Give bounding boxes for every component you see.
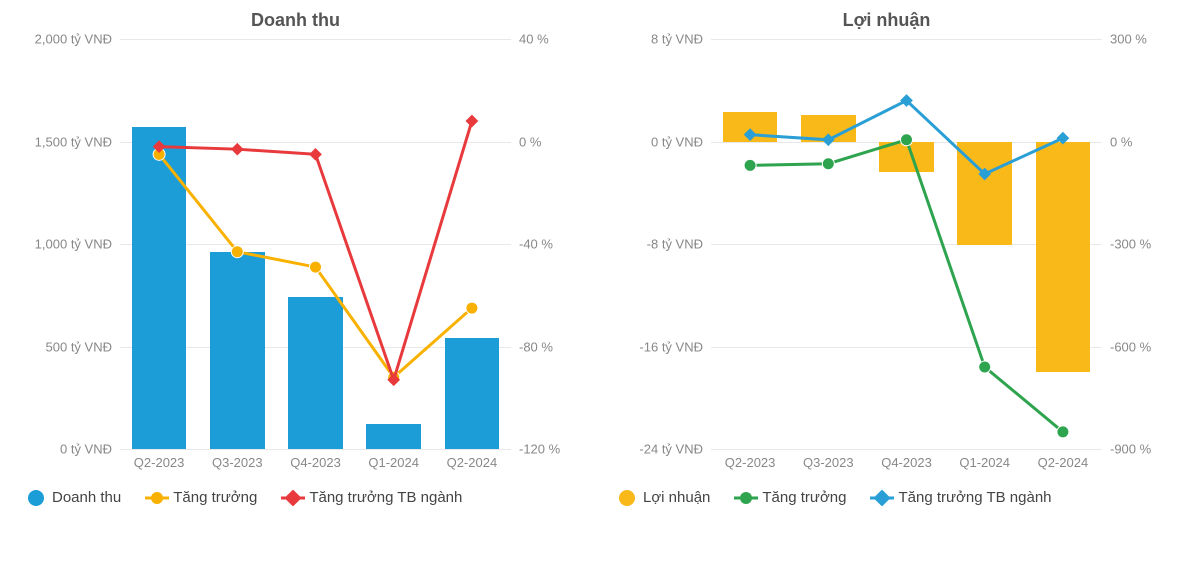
legend-line: Tăng trưởng TB ngành xyxy=(874,489,1051,506)
legend-swatch-line xyxy=(874,490,890,506)
line-marker-diamond xyxy=(231,143,244,156)
line-marker-circle xyxy=(1057,426,1069,438)
y-right-tick-label: -900 % xyxy=(1102,442,1151,457)
y-left-tick-label: 0 tỷ VNĐ xyxy=(60,442,120,457)
revenue-plot-area: 0 tỷ VNĐ-120 %500 tỷ VNĐ-80 %1,000 tỷ VN… xyxy=(120,39,511,449)
revenue-chart-title: Doanh thu xyxy=(20,10,571,31)
x-tick-label: Q4-2023 xyxy=(881,455,932,470)
legend-swatch-circle xyxy=(619,490,635,506)
x-tick-label: Q3-2023 xyxy=(212,455,263,470)
legend-line: Tăng trưởng TB ngành xyxy=(285,489,462,506)
legend-label: Lợi nhuận xyxy=(643,489,710,506)
x-tick-label: Q3-2023 xyxy=(803,455,854,470)
profit-chart-panel: Lợi nhuận -24 tỷ VNĐ-900 %-16 tỷ VNĐ-600… xyxy=(591,0,1182,573)
line-marker-circle xyxy=(822,158,834,170)
y-right-tick-label: -80 % xyxy=(511,339,553,354)
profit-x-labels: Q2-2023 Q3-2023 Q4-2023 Q1-2024 Q2-2024 xyxy=(711,449,1102,471)
y-right-tick-label: -40 % xyxy=(511,237,553,252)
line-marker-diamond xyxy=(744,128,757,141)
x-tick-label: Q1-2024 xyxy=(368,455,419,470)
legend-swatch-line xyxy=(285,490,301,506)
y-left-tick-label: 2,000 tỷ VNĐ xyxy=(35,32,120,47)
line-marker-diamond xyxy=(466,115,479,128)
legend-label: Tăng trưởng TB ngành xyxy=(309,489,462,506)
line-marker-circle xyxy=(744,159,756,171)
legend-swatch-circle xyxy=(28,490,44,506)
x-tick-label: Q2-2023 xyxy=(725,455,776,470)
legend-label: Doanh thu xyxy=(52,489,121,506)
revenue-x-labels: Q2-2023 Q3-2023 Q4-2023 Q1-2024 Q2-2024 xyxy=(120,449,511,471)
y-left-tick-label: 0 tỷ VNĐ xyxy=(651,134,711,149)
legend-bar: Doanh thu xyxy=(28,489,121,506)
y-left-tick-label: 1,000 tỷ VNĐ xyxy=(35,237,120,252)
legend-swatch-line xyxy=(149,490,165,506)
line-marker-circle xyxy=(231,246,243,258)
y-right-tick-label: -120 % xyxy=(511,442,560,457)
y-left-tick-label: -16 tỷ VNĐ xyxy=(639,339,711,354)
x-tick-label: Q2-2023 xyxy=(134,455,185,470)
revenue-chart-panel: Doanh thu 0 tỷ VNĐ-120 %500 tỷ VNĐ-80 %1… xyxy=(0,0,591,573)
profit-legend: Lợi nhuận Tăng trưởng Tăng trưởng TB ngành xyxy=(619,489,1162,506)
y-right-tick-label: -300 % xyxy=(1102,237,1151,252)
x-tick-label: Q1-2024 xyxy=(959,455,1010,470)
y-right-tick-label: 40 % xyxy=(511,32,549,47)
y-right-tick-label: -600 % xyxy=(1102,339,1151,354)
legend-label: Tăng trưởng xyxy=(762,489,846,506)
legend-bar: Lợi nhuận xyxy=(619,489,710,506)
y-left-tick-label: 500 tỷ VNĐ xyxy=(46,339,120,354)
line-marker-circle xyxy=(310,261,322,273)
profit-plot-area: -24 tỷ VNĐ-900 %-16 tỷ VNĐ-600 %-8 tỷ VN… xyxy=(711,39,1102,449)
line-series xyxy=(750,140,1063,432)
legend-line: Tăng trưởng xyxy=(738,489,846,506)
line-marker-diamond xyxy=(1057,132,1070,145)
y-left-tick-label: -24 tỷ VNĐ xyxy=(639,442,711,457)
line-marker-circle xyxy=(979,361,991,373)
legend-label: Tăng trưởng xyxy=(173,489,257,506)
y-left-tick-label: -8 tỷ VNĐ xyxy=(647,237,711,252)
profit-chart-title: Lợi nhuận xyxy=(611,10,1162,31)
x-tick-label: Q4-2023 xyxy=(290,455,341,470)
line-marker-circle xyxy=(901,134,913,146)
y-right-tick-label: 300 % xyxy=(1102,32,1147,47)
legend-swatch-line xyxy=(738,490,754,506)
legend-label: Tăng trưởng TB ngành xyxy=(898,489,1051,506)
line-marker-diamond xyxy=(822,133,835,146)
y-left-tick-label: 8 tỷ VNĐ xyxy=(651,32,711,47)
y-right-tick-label: 0 % xyxy=(511,134,541,149)
y-right-tick-label: 0 % xyxy=(1102,134,1132,149)
revenue-legend: Doanh thu Tăng trưởng Tăng trưởng TB ngành xyxy=(28,489,571,506)
x-tick-label: Q2-2024 xyxy=(447,455,498,470)
line-marker-diamond xyxy=(309,148,322,161)
legend-line: Tăng trưởng xyxy=(149,489,257,506)
line-marker-circle xyxy=(466,302,478,314)
x-tick-label: Q2-2024 xyxy=(1038,455,1089,470)
y-left-tick-label: 1,500 tỷ VNĐ xyxy=(35,134,120,149)
